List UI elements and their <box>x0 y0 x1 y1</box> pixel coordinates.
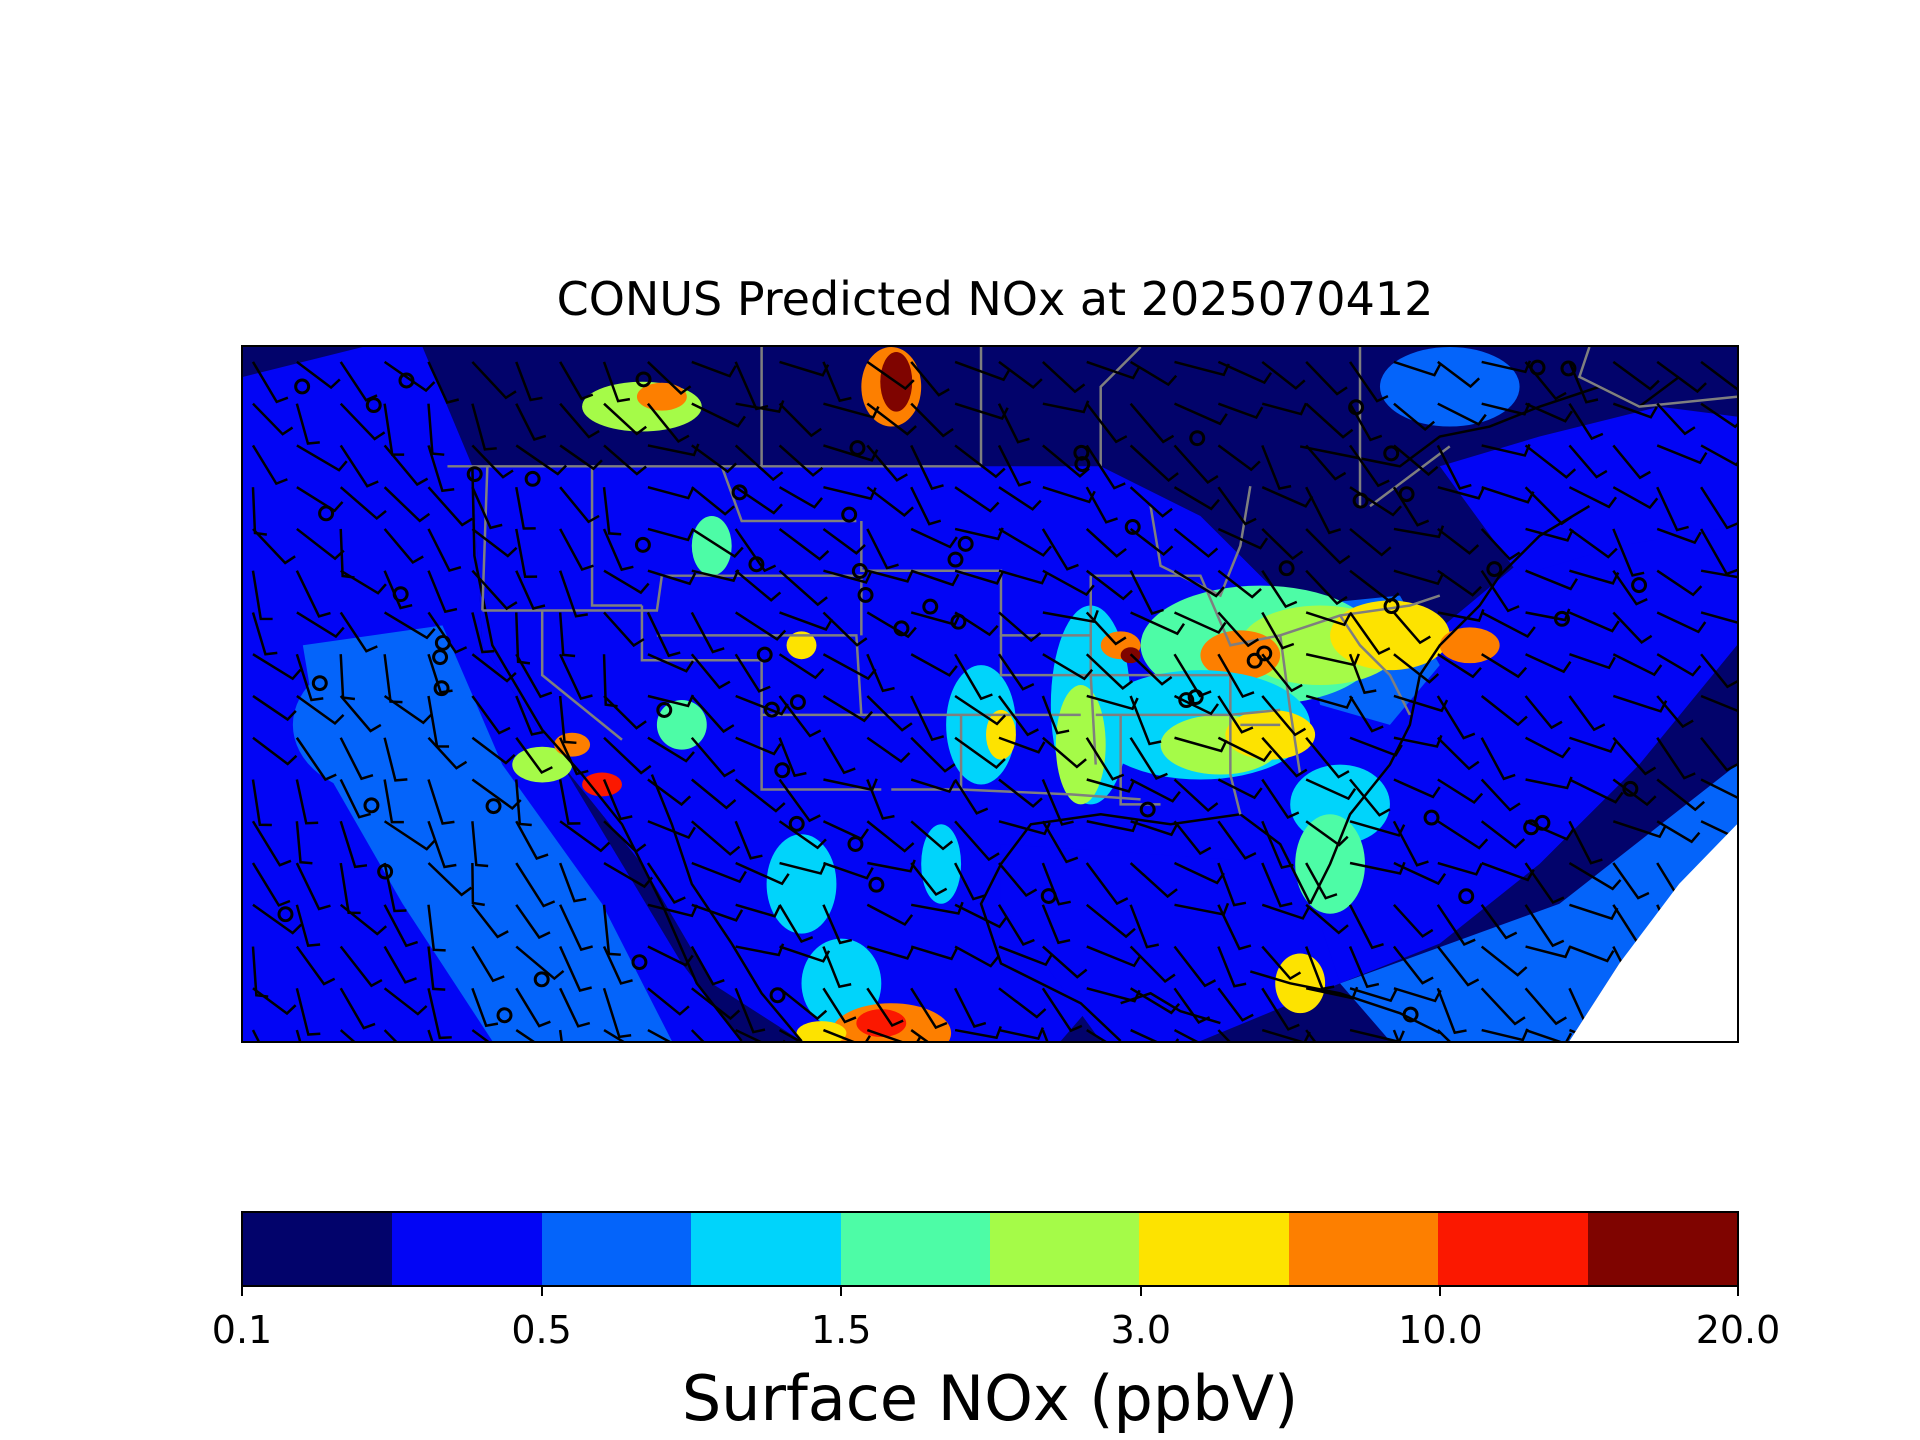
colorbar-tick <box>241 1287 243 1296</box>
colorbar-segment <box>1139 1213 1289 1285</box>
colorbar-tick <box>1439 1287 1442 1296</box>
colorbar-segment <box>1438 1213 1588 1285</box>
colorbar-segment <box>392 1213 542 1285</box>
colorbar-tick-label: 10.0 <box>1398 1308 1483 1352</box>
nox-map <box>241 345 1739 1043</box>
colorbar-segment <box>1587 1213 1738 1285</box>
wind-barbs <box>251 360 1737 1041</box>
concentration-field <box>243 347 1737 1041</box>
colorbar-tick <box>540 1287 543 1296</box>
map-title: CONUS Predicted NOx at 2025070412 <box>556 272 1434 326</box>
state-boundaries <box>447 347 1737 815</box>
colorbar-tick-label: 0.5 <box>511 1308 572 1352</box>
nox-map-canvas <box>243 347 1737 1041</box>
colorbar-label: Surface NOx (ppbV) <box>681 1362 1299 1435</box>
colorbar-tick <box>840 1287 843 1296</box>
colorbar-tick <box>1737 1287 1739 1296</box>
colorbar-segment <box>840 1213 991 1285</box>
colorbar-segment <box>541 1213 692 1285</box>
colorbar <box>241 1211 1739 1287</box>
domain-edge-mask <box>1569 824 1737 1041</box>
colorbar-segment <box>1288 1213 1439 1285</box>
colorbar-segment <box>691 1213 841 1285</box>
colorbar-segment <box>990 1213 1140 1285</box>
colorbar-segment <box>243 1213 393 1285</box>
calm-wind-circles <box>277 359 1648 1024</box>
colorbar-tick <box>1139 1287 1142 1296</box>
colorbar-tick-label: 20.0 <box>1695 1308 1781 1352</box>
colorbar-tick-label: 1.5 <box>810 1308 872 1352</box>
colorbar-tick-label: 3.0 <box>1110 1308 1172 1352</box>
colorbar-tick-label: 0.1 <box>211 1308 273 1352</box>
